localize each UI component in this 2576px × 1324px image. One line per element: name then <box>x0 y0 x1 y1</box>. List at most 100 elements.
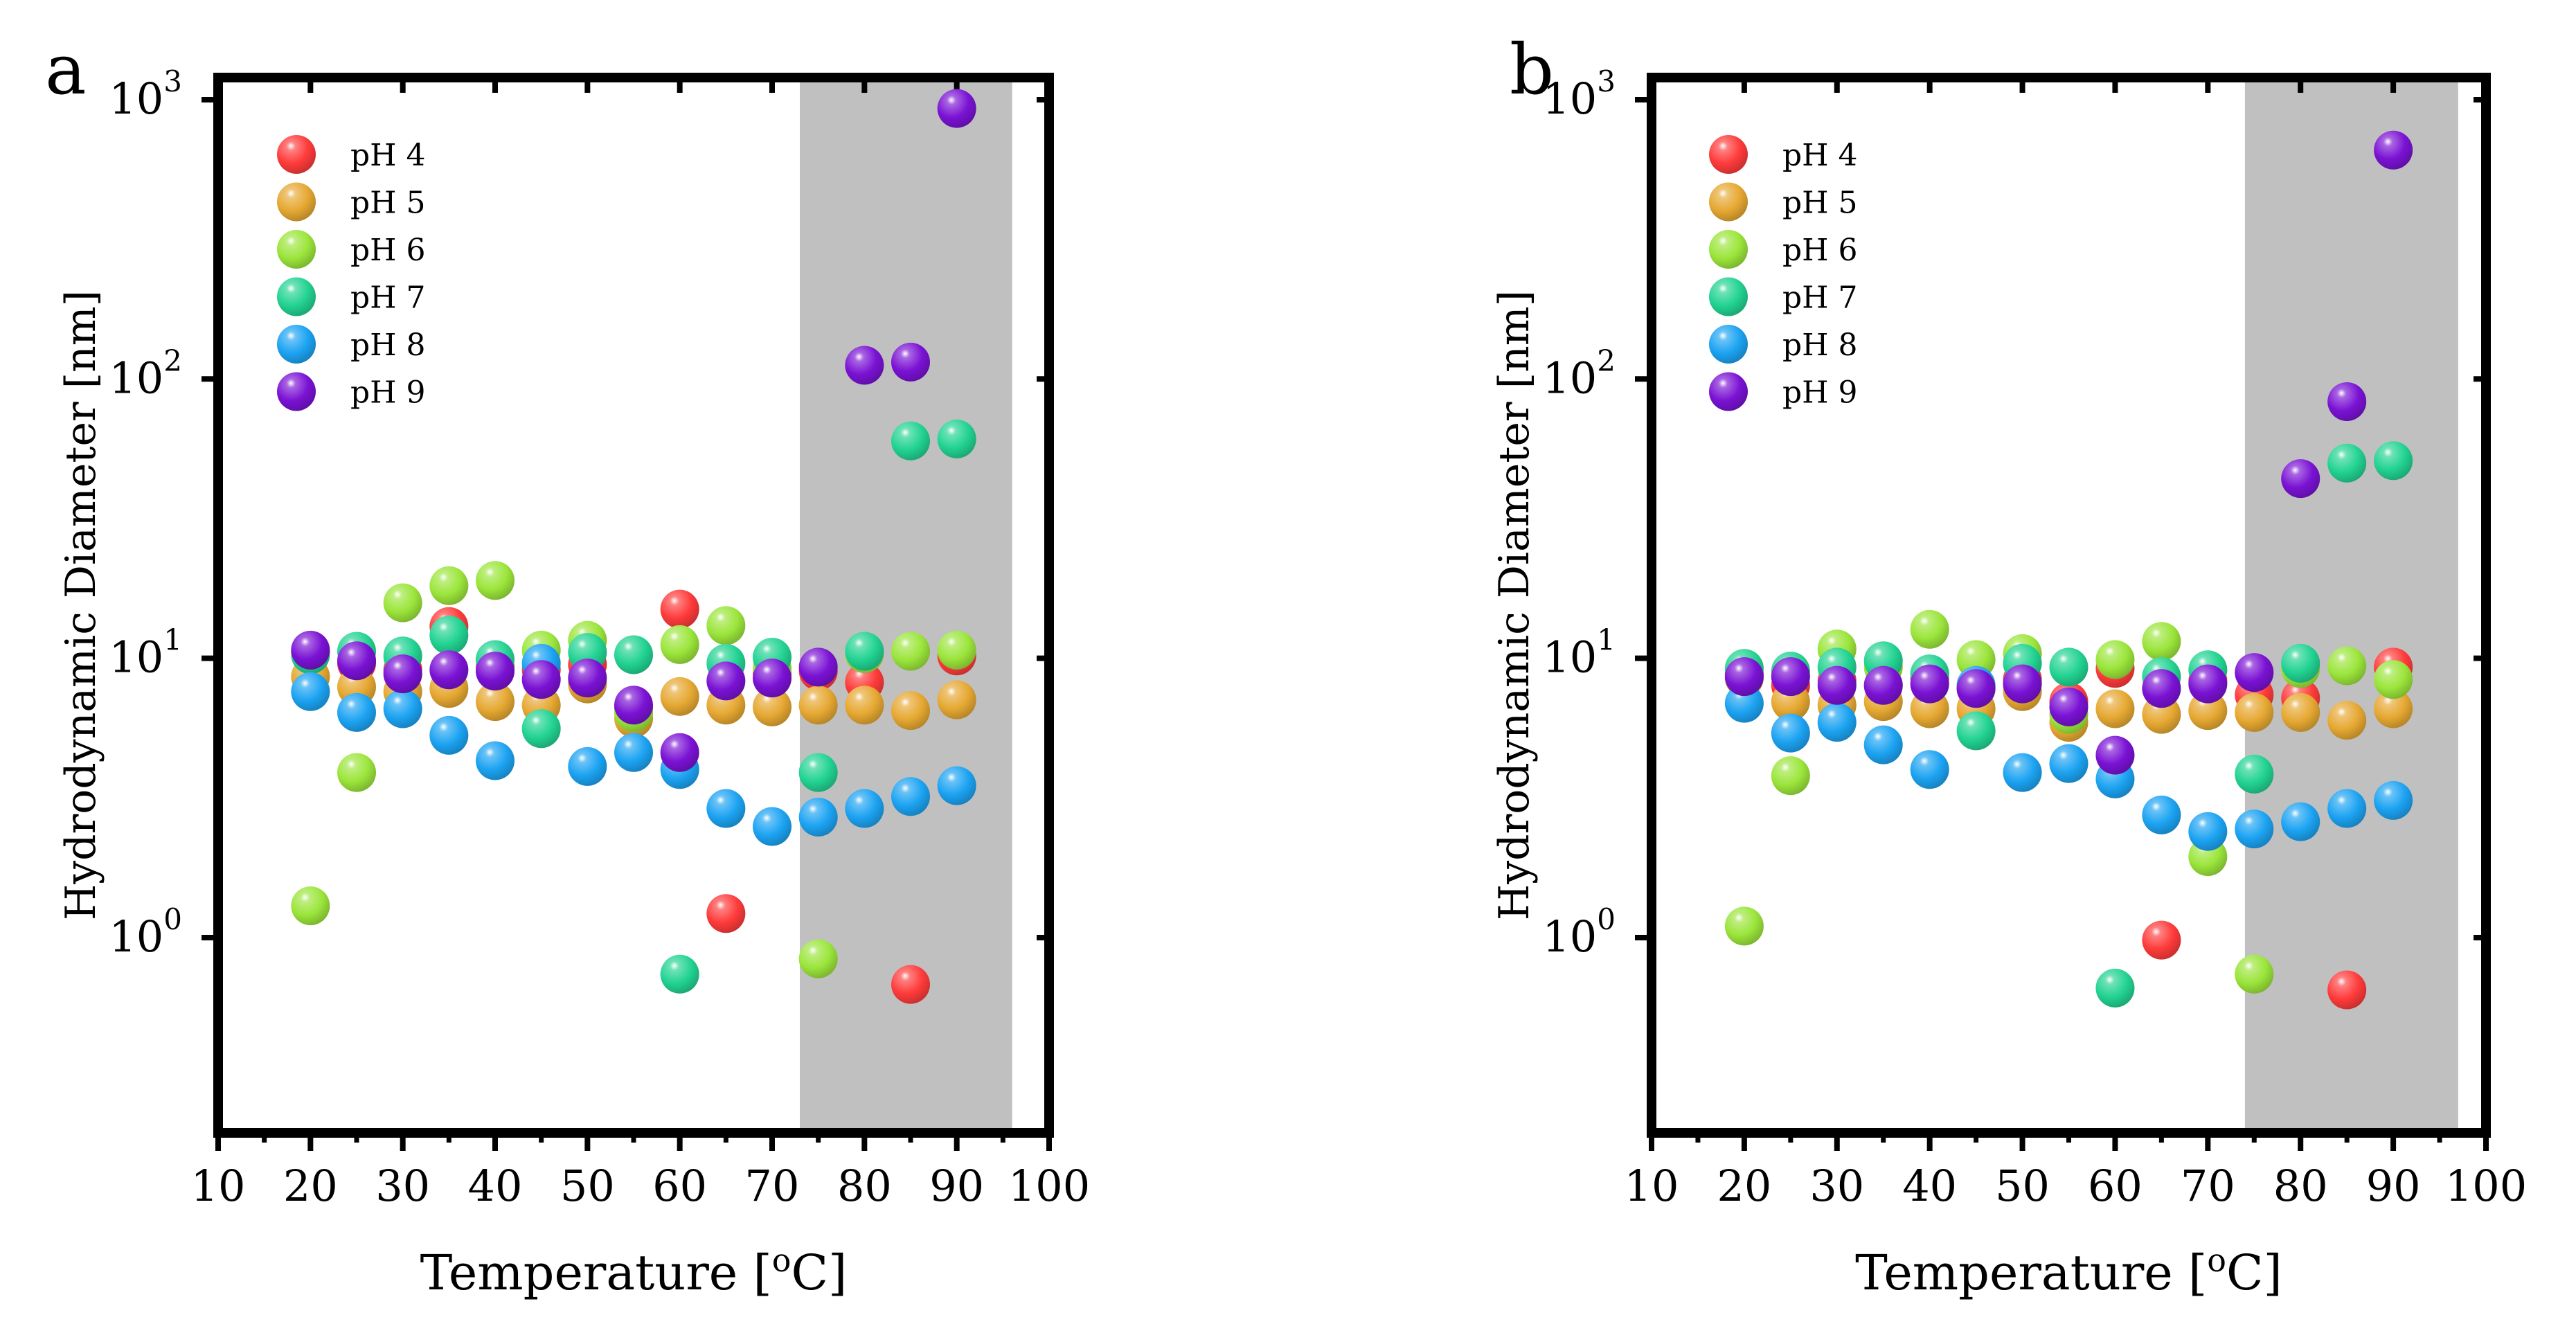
data-point-ph-9 <box>2049 687 2088 726</box>
x-tick-label: 10 <box>191 1161 246 1211</box>
data-point-ph-8 <box>706 789 746 828</box>
x-axis-label-degree-a: o <box>772 1242 791 1279</box>
data-point-ph-6 <box>1910 609 1949 649</box>
data-point-ph-5 <box>845 686 884 725</box>
data-point-ph-7 <box>2235 754 2274 794</box>
data-point-ph-9 <box>291 630 330 670</box>
data-point-ph-7 <box>798 753 838 792</box>
data-point-ph-5 <box>2235 692 2274 732</box>
legend-marker <box>1709 372 1748 411</box>
x-tick-label: 60 <box>652 1161 707 1211</box>
x-axis-label-unit-a: C] <box>791 1244 847 1301</box>
scatter-points-a <box>291 89 976 1004</box>
x-tick-labels-a: 10 20 30 40 50 60 70 80 90 100 <box>191 1161 1091 1211</box>
data-point-ph-9 <box>1724 657 1764 697</box>
data-point-ph-9 <box>937 89 976 128</box>
data-point-ph-9 <box>1910 664 1949 704</box>
data-point-ph-8 <box>568 746 607 786</box>
data-point-ph-4 <box>2327 970 2367 1010</box>
data-point-ph-9 <box>2281 459 2320 499</box>
legend-marker <box>277 182 316 222</box>
x-tick-label: 100 <box>1008 1161 1090 1211</box>
legend-marker <box>1709 182 1748 222</box>
data-point-ph-7 <box>891 421 930 460</box>
x-tick-label: 70 <box>745 1161 800 1211</box>
data-point-ph-5 <box>798 686 838 725</box>
data-point-ph-8 <box>476 741 515 780</box>
y-tick-label: 100 <box>109 902 182 962</box>
data-point-ph-9 <box>1817 665 1857 705</box>
data-point-ph-7 <box>937 419 976 458</box>
x-tick-label: 50 <box>560 1161 615 1211</box>
data-point-ph-6 <box>2142 622 2181 661</box>
data-point-ph-5 <box>2327 701 2367 740</box>
data-point-ph-9 <box>2374 130 2413 170</box>
data-point-ph-6 <box>2327 646 2367 686</box>
data-point-ph-8 <box>2374 780 2413 820</box>
data-point-ph-6 <box>337 753 376 792</box>
x-tick-label: 70 <box>2181 1161 2235 1211</box>
data-point-ph-7 <box>2327 443 2367 483</box>
y-tick-label: 102 <box>109 343 182 403</box>
legend-marker <box>1709 325 1748 364</box>
data-point-ph-7 <box>2095 968 2135 1008</box>
data-point-ph-7 <box>2049 647 2088 687</box>
data-point-ph-9 <box>2003 664 2042 704</box>
data-point-ph-8 <box>2003 753 2042 792</box>
legend-label: pH 4 <box>1782 138 1858 173</box>
data-point-ph-9 <box>2235 653 2274 692</box>
legend-marker <box>277 325 316 364</box>
y-tick-label: 102 <box>1542 343 1616 403</box>
data-point-ph-9 <box>798 647 838 687</box>
legend-marker <box>277 277 316 316</box>
data-point-ph-7 <box>614 635 653 674</box>
legend-label: pH 6 <box>350 233 426 268</box>
panel-a: a 10 20 30 40 50 60 70 80 90 100 100 101 102 103 pH … <box>45 29 1090 1301</box>
data-point-ph-9 <box>1863 665 1903 705</box>
data-point-ph-5 <box>891 691 930 731</box>
scatter-points-b <box>1724 130 2413 1010</box>
x-tick-label: 40 <box>468 1161 523 1211</box>
x-tick-label: 20 <box>1717 1161 1771 1211</box>
data-point-ph-8 <box>845 789 884 828</box>
x-tick-label: 90 <box>2366 1161 2421 1211</box>
y-tick-label: 103 <box>1542 64 1616 124</box>
data-point-ph-9 <box>429 650 469 690</box>
legend-label: pH 9 <box>1782 375 1858 411</box>
data-point-ph-6 <box>2095 640 2135 679</box>
data-point-ph-7 <box>521 709 561 749</box>
panel-b: b 10 20 30 40 50 60 70 80 90 100 100 101 102 103 pH … <box>1490 29 2527 1301</box>
y-tick-label: 103 <box>109 64 182 124</box>
data-point-ph-8 <box>753 807 791 846</box>
x-axis-label-b: Temperature [oC] <box>1855 1242 2282 1301</box>
data-point-ph-8 <box>1863 725 1903 764</box>
data-point-ph-6 <box>2374 660 2413 699</box>
data-point-ph-6 <box>1771 756 1810 796</box>
data-point-ph-5 <box>2281 692 2320 732</box>
legend-label: pH 7 <box>1782 280 1858 316</box>
data-point-ph-9 <box>706 661 746 701</box>
legend-marker <box>1709 230 1748 269</box>
data-point-ph-9 <box>2327 382 2367 421</box>
x-axis-label-unit-b: C] <box>2226 1244 2282 1301</box>
data-point-ph-6 <box>2235 954 2274 994</box>
legend-b: pH 4 pH 5 pH 6 pH 7 pH 8 pH 9 <box>1709 135 1858 411</box>
data-point-ph-8 <box>1817 703 1857 742</box>
data-point-ph-7 <box>2281 643 2320 683</box>
data-point-ph-4 <box>2142 920 2181 960</box>
data-point-ph-8 <box>2327 789 2367 828</box>
data-point-ph-7 <box>660 954 699 994</box>
data-point-ph-5 <box>753 687 791 726</box>
data-point-ph-6 <box>291 886 330 926</box>
y-tick-label: 101 <box>1542 623 1616 683</box>
data-point-ph-8 <box>2188 812 2228 851</box>
data-point-ph-9 <box>568 659 607 698</box>
data-point-ph-8 <box>429 715 469 755</box>
data-point-ph-6 <box>706 606 746 645</box>
legend-label: pH 4 <box>350 138 426 173</box>
x-axis-label-a: Temperature [oC] <box>420 1242 848 1301</box>
legend-label: pH 5 <box>350 186 426 221</box>
data-point-ph-9 <box>753 659 791 698</box>
legend-marker <box>1709 277 1748 316</box>
